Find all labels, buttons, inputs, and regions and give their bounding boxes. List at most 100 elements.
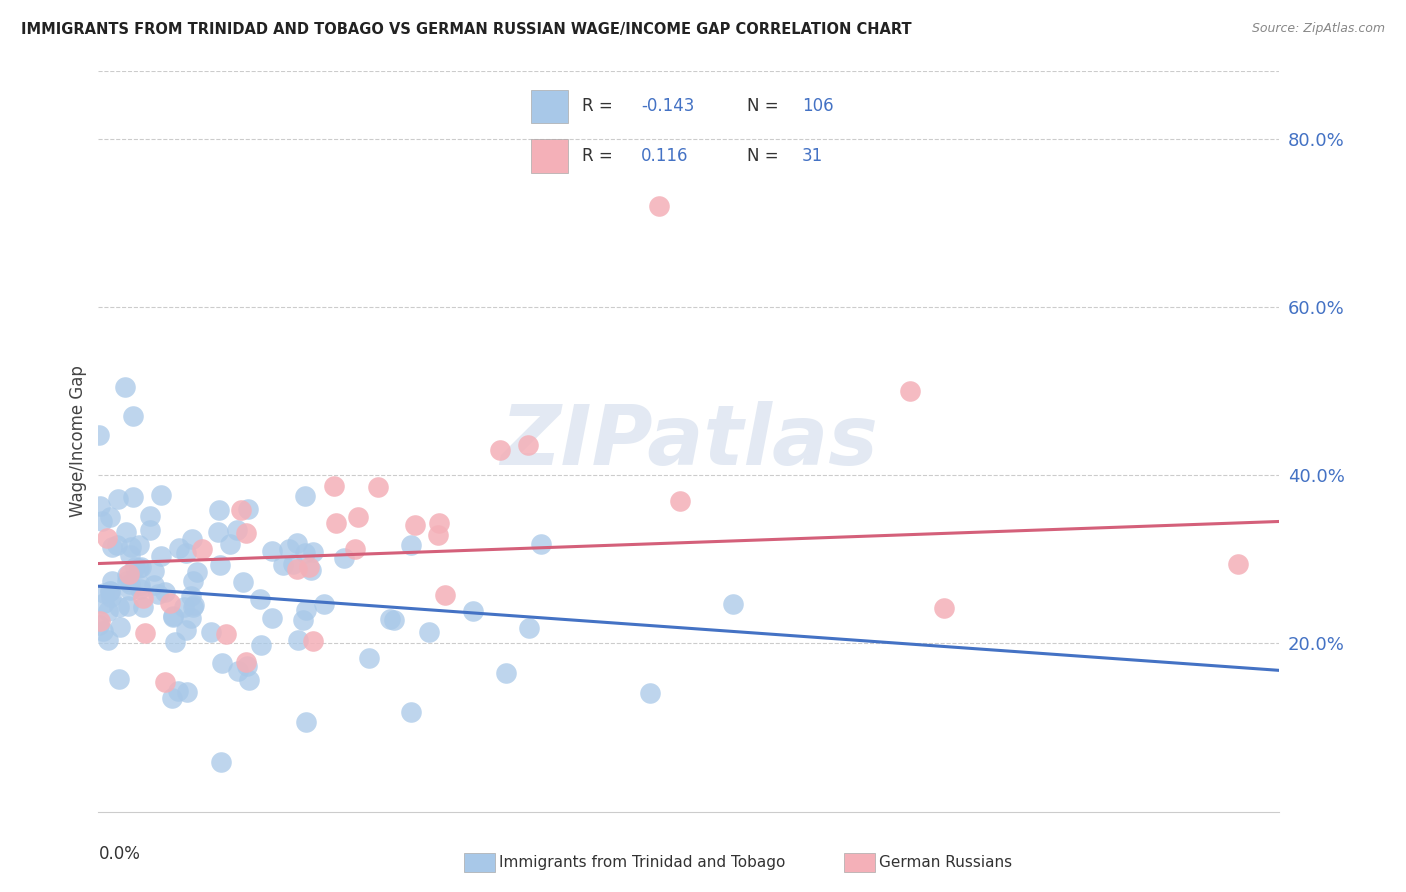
Point	[235, 526, 257, 541]
Text: R =: R =	[582, 97, 613, 115]
Point	[1227, 558, 1250, 572]
Point	[208, 558, 231, 572]
Point	[167, 541, 190, 556]
Point	[211, 656, 233, 670]
Point	[143, 578, 166, 592]
Text: German Russians: German Russians	[879, 855, 1012, 870]
Point	[150, 549, 173, 564]
Point	[128, 561, 150, 575]
Text: ZIPatlas: ZIPatlas	[501, 401, 877, 482]
Point	[115, 568, 138, 582]
Point	[118, 548, 141, 562]
Point	[100, 510, 122, 524]
Point	[120, 540, 142, 554]
Point	[134, 625, 156, 640]
Point	[117, 599, 139, 613]
Point	[219, 537, 242, 551]
Point	[97, 604, 120, 618]
Point	[129, 559, 152, 574]
Point	[294, 546, 316, 560]
Point	[114, 524, 136, 539]
Point	[122, 409, 145, 424]
Point	[163, 635, 186, 649]
Point	[100, 574, 122, 588]
Point	[322, 479, 344, 493]
Point	[93, 596, 115, 610]
Point	[107, 491, 129, 506]
Point	[146, 587, 169, 601]
Point	[98, 583, 121, 598]
Point	[89, 499, 111, 513]
Point	[299, 563, 322, 577]
Point	[260, 544, 283, 558]
Point	[404, 517, 426, 532]
Point	[174, 624, 197, 638]
Point	[162, 608, 184, 623]
Point	[226, 523, 249, 537]
Text: 106: 106	[801, 97, 834, 115]
Point	[98, 584, 121, 599]
Point	[207, 524, 229, 539]
Point	[932, 600, 955, 615]
Text: 0.0%: 0.0%	[98, 845, 141, 863]
Point	[530, 536, 553, 550]
Point	[287, 633, 309, 648]
Point	[129, 578, 152, 592]
Text: IMMIGRANTS FROM TRINIDAD AND TOBAGO VS GERMAN RUSSIAN WAGE/INCOME GAP CORRELATIO: IMMIGRANTS FROM TRINIDAD AND TOBAGO VS G…	[21, 22, 911, 37]
Point	[180, 611, 202, 625]
Text: N =: N =	[747, 97, 779, 115]
Point	[418, 625, 440, 640]
Point	[302, 545, 325, 559]
Point	[517, 438, 540, 452]
Point	[226, 665, 249, 679]
Point	[114, 380, 136, 394]
Point	[139, 524, 162, 538]
Point	[162, 691, 184, 706]
Point	[249, 591, 271, 606]
Point	[249, 638, 271, 652]
Point	[89, 618, 111, 632]
Point	[132, 591, 155, 606]
Y-axis label: Wage/Income Gap: Wage/Income Gap	[69, 366, 87, 517]
Point	[298, 560, 321, 574]
Point	[488, 443, 510, 458]
Point	[208, 503, 231, 517]
Point	[517, 622, 540, 636]
Point	[357, 651, 380, 665]
Point	[638, 686, 661, 700]
Point	[325, 516, 347, 531]
Point	[285, 536, 308, 550]
Point	[344, 541, 367, 556]
Point	[115, 574, 138, 588]
Point	[461, 604, 484, 618]
Point	[176, 685, 198, 699]
Point	[294, 603, 316, 617]
Point	[238, 673, 260, 687]
Point	[155, 674, 177, 689]
Point	[143, 564, 166, 578]
Point	[333, 551, 356, 566]
Text: -0.143: -0.143	[641, 97, 695, 115]
Point	[215, 627, 238, 641]
Point	[236, 659, 259, 673]
Point	[139, 508, 162, 523]
Point	[648, 199, 671, 213]
Point	[380, 612, 402, 626]
Point	[285, 562, 308, 576]
Point	[108, 600, 131, 615]
Point	[159, 596, 181, 610]
Point	[131, 599, 153, 614]
Point	[190, 541, 212, 556]
Point	[181, 599, 204, 614]
Point	[124, 560, 146, 574]
Point	[128, 539, 150, 553]
Point	[200, 625, 222, 640]
Point	[129, 582, 152, 597]
Point	[120, 582, 142, 597]
Point	[399, 538, 422, 552]
Point	[236, 502, 259, 516]
Point	[399, 706, 422, 720]
Point	[180, 590, 202, 604]
Point	[291, 613, 314, 627]
Point	[181, 574, 204, 588]
